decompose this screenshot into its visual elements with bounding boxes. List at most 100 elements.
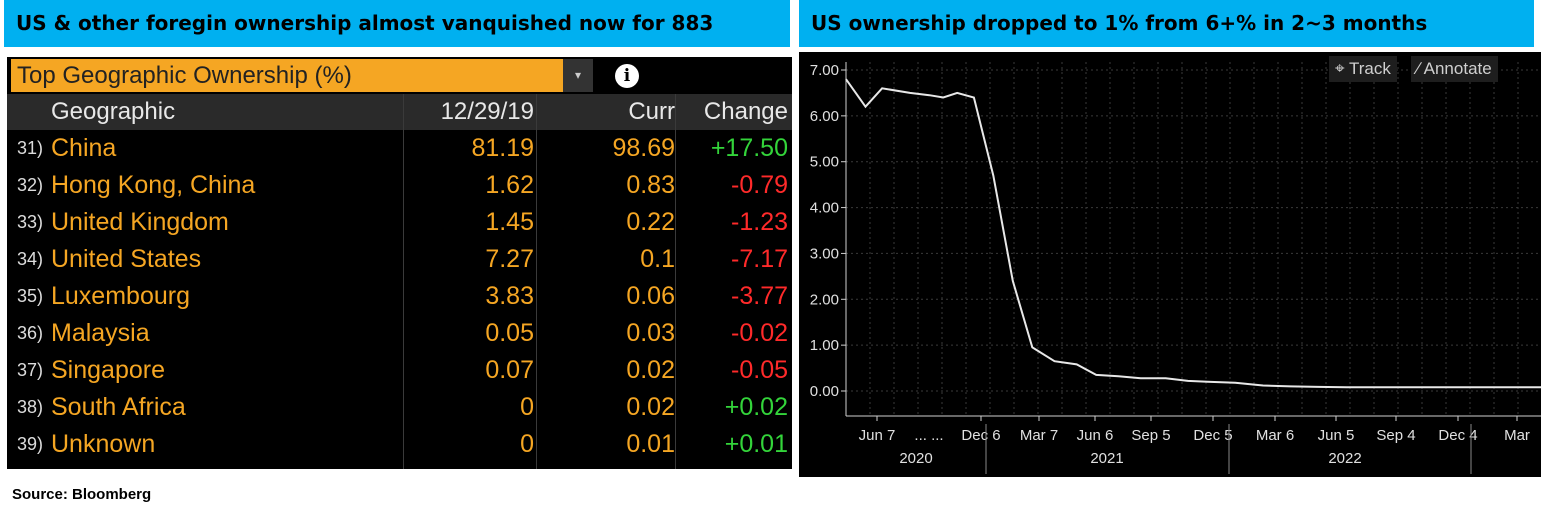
chart-panel: 0.00 1.00 2.00 3.00 4.00 5.00 6.00 7.00 Jun 7...… [799, 52, 1541, 477]
table-row[interactable]: 32) Hong Kong, China 1.62 0.83 -0.79 [7, 167, 792, 204]
row-index: 34) [17, 249, 44, 269]
row-value-current: 0.01 [626, 430, 675, 458]
row-value-dec2019: 81.19 [471, 134, 534, 162]
table-row[interactable]: 36) Malaysia 0.05 0.03 -0.02 [7, 315, 792, 352]
row-value-dec2019: 0.07 [485, 356, 534, 384]
row-value-current: 0.06 [626, 282, 675, 310]
x-tick-label: Sep 5 [1131, 427, 1170, 444]
year-label: 2021 [1090, 450, 1123, 467]
column-divider [536, 94, 537, 469]
annotate-button[interactable]: ∕ Annotate [1411, 56, 1498, 82]
track-button-label: Track [1349, 59, 1391, 78]
x-tick-label: Mar 6 [1256, 427, 1294, 444]
column-divider [403, 94, 404, 469]
row-geography: United Kingdom [51, 208, 229, 236]
row-value-dec2019: 1.62 [485, 171, 534, 199]
year-label: 2020 [899, 450, 932, 467]
header-geographic[interactable]: Geographic [51, 98, 176, 125]
table-row[interactable]: 38) South Africa 0 0.02 +0.02 [7, 389, 792, 426]
row-value-dec2019: 0 [520, 393, 534, 421]
row-index: 32) [17, 175, 44, 195]
x-tick-label: Jun 6 [1077, 427, 1114, 444]
row-value-current: 0.22 [626, 208, 675, 236]
year-label: 2022 [1328, 450, 1361, 467]
table-row[interactable]: 35) Luxembourg 3.83 0.06 -3.77 [7, 278, 792, 315]
y-tick-label: 2.00 [810, 291, 839, 308]
row-geography: Malaysia [51, 319, 150, 347]
line-chart: 0.00 1.00 2.00 3.00 4.00 5.00 6.00 7.00 Jun 7...… [810, 62, 1541, 474]
x-tick-label: Mar [1504, 427, 1530, 444]
row-value-current: 0.02 [626, 393, 675, 421]
row-change: -0.02 [731, 319, 788, 347]
row-geography: Luxembourg [51, 282, 190, 310]
track-button[interactable]: ⌖ Track [1329, 56, 1397, 82]
row-change: -3.77 [731, 282, 788, 310]
row-value-current: 0.03 [626, 319, 675, 347]
row-value-dec2019: 7.27 [485, 245, 534, 273]
left-banner-title: US & other foregin ownership almost vanq… [4, 0, 790, 47]
table-row[interactable]: 31) China 81.19 98.69 +17.50 [7, 130, 792, 167]
x-tick-label: Mar 7 [1020, 427, 1058, 444]
y-tick-label: 1.00 [810, 337, 839, 354]
row-index: 38) [17, 397, 44, 417]
series-line [845, 78, 1541, 389]
row-value-current: 0.02 [626, 356, 675, 384]
row-geography: United States [51, 245, 202, 273]
row-change: -0.79 [731, 171, 788, 199]
row-geography: China [51, 134, 117, 162]
y-tick-label: 4.00 [810, 200, 839, 217]
y-tick-label: 0.00 [810, 383, 839, 400]
x-tick-label: Dec 6 [961, 427, 1000, 444]
row-change: -0.05 [731, 356, 788, 384]
table-row[interactable]: 34) United States 7.27 0.1 -7.17 [7, 241, 792, 278]
row-value-dec2019: 0.05 [485, 319, 534, 347]
row-index: 33) [17, 212, 44, 232]
row-geography: Hong Kong, China [51, 171, 256, 199]
y-tick-label: 6.00 [810, 108, 839, 125]
row-index: 39) [17, 434, 44, 454]
table-header: Geographic 12/29/19 Curr Change [7, 94, 792, 130]
row-geography: South Africa [51, 393, 186, 421]
header-change[interactable]: Change [703, 98, 788, 125]
x-tick-label: Sep 4 [1376, 427, 1415, 444]
right-banner-title: US ownership dropped to 1% from 6+% in 2… [799, 0, 1534, 47]
table-row[interactable]: 37) Singapore 0.07 0.02 -0.05 [7, 352, 792, 389]
source-note: Source: Bloomberg [12, 486, 152, 503]
annotate-button-label: Annotate [1423, 59, 1492, 78]
row-value-current: 98.69 [612, 134, 675, 162]
row-value-dec2019: 1.45 [485, 208, 534, 236]
x-tick-label: ... ... [914, 427, 943, 444]
table-row[interactable]: 39) Unknown 0 0.01 +0.01 [7, 426, 792, 463]
row-index: 37) [17, 360, 44, 380]
crosshair-icon: ⌖ [1335, 59, 1345, 78]
y-tick-label: 7.00 [810, 62, 839, 79]
row-index: 36) [17, 323, 44, 343]
row-change: -7.17 [731, 245, 788, 273]
row-geography: Unknown [51, 430, 156, 458]
ownership-table-panel: Top Geographic Ownership (%) ▾ i Geograp… [7, 57, 792, 469]
x-tick-label: Dec 4 [1438, 427, 1477, 444]
row-value-current: 0.83 [626, 171, 675, 199]
ownership-dropdown[interactable]: Top Geographic Ownership (%) [11, 59, 563, 92]
x-tick-label: Jun 7 [859, 427, 896, 444]
x-tick-label: Dec 5 [1193, 427, 1232, 444]
row-change: +17.50 [710, 134, 788, 162]
row-change: +0.01 [724, 430, 788, 458]
header-current[interactable]: Curr [628, 98, 675, 125]
info-icon[interactable]: i [615, 64, 639, 88]
row-index: 35) [17, 286, 44, 306]
row-index: 31) [17, 138, 44, 158]
row-value-dec2019: 0 [520, 430, 534, 458]
x-tick-label: Jun 5 [1318, 427, 1355, 444]
row-geography: Singapore [51, 356, 165, 384]
header-date[interactable]: 12/29/19 [440, 98, 534, 125]
row-value-dec2019: 3.83 [485, 282, 534, 310]
row-change: -1.23 [731, 208, 788, 236]
column-divider [675, 94, 676, 469]
row-change: +0.02 [724, 393, 788, 421]
y-tick-label: 5.00 [810, 154, 839, 171]
table-row[interactable]: 33) United Kingdom 1.45 0.22 -1.23 [7, 204, 792, 241]
row-value-current: 0.1 [640, 245, 675, 273]
chevron-down-icon[interactable]: ▾ [563, 59, 593, 92]
y-tick-label: 3.00 [810, 245, 839, 262]
